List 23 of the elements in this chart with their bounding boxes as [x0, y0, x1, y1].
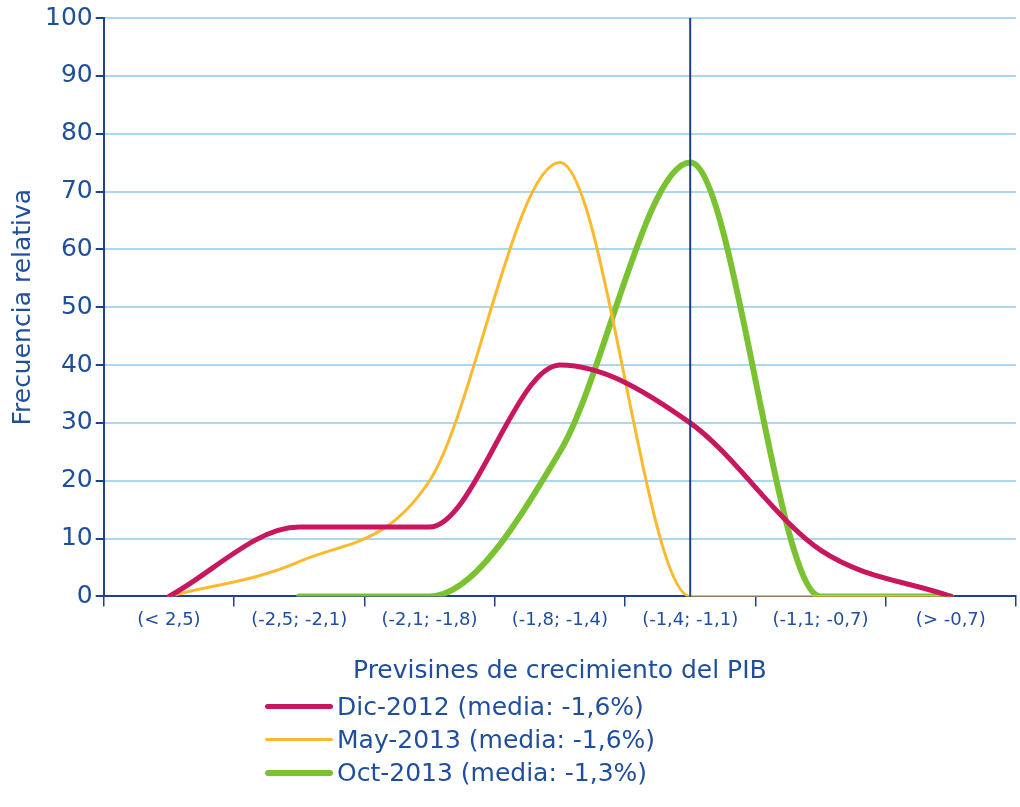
x-axis-title: Previsines de crecimiento del PIB: [353, 654, 767, 684]
y-tick-label: 40: [60, 348, 93, 378]
legend-label: May-2013 (media: -1,6%): [337, 724, 656, 756]
legend-label: Oct-2013 (media: -1,3%): [337, 757, 648, 789]
y-tick-label: 0: [76, 579, 93, 609]
y-tick-label: 80: [60, 117, 93, 147]
x-tick-label: (-2,5; -2,1): [251, 607, 348, 629]
y-axis-title: Frecuencia relativa: [6, 188, 36, 426]
x-tick-label: (-1,1; -0,7): [772, 607, 869, 629]
x-tick-label: (-2,1; -1,8): [381, 607, 478, 629]
x-tick-label: (> -0,7): [915, 607, 986, 629]
y-tick-label: 10: [60, 522, 93, 552]
y-tick-label: 60: [60, 232, 93, 262]
x-tick-label: (< 2,5): [137, 607, 201, 629]
y-tick-label: 20: [60, 464, 93, 494]
x-tick-label: (-1,4; -1,1): [642, 607, 739, 629]
y-tick-label: 70: [60, 175, 93, 205]
y-tick-label: 30: [60, 406, 93, 436]
y-tick-label: 50: [60, 290, 93, 320]
legend-label: Dic-2012 (media: -1,6%): [337, 691, 644, 723]
y-tick-label: 90: [60, 59, 93, 89]
x-tick-label: (-1,8; -1,4): [511, 607, 608, 629]
y-tick-label: 100: [45, 1, 93, 31]
